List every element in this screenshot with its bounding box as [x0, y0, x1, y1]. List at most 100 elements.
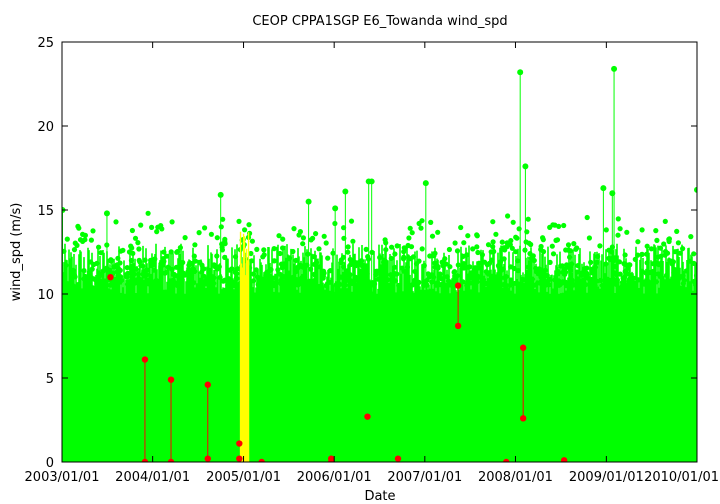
data-point	[644, 251, 650, 257]
data-point	[75, 223, 81, 229]
data-point	[330, 250, 336, 256]
data-point	[594, 278, 600, 284]
data-point	[86, 269, 92, 276]
data-point	[81, 276, 87, 282]
data-point	[540, 235, 546, 241]
data-point	[100, 268, 106, 274]
data-point	[547, 259, 553, 265]
data-point	[600, 282, 606, 288]
data-point	[326, 279, 332, 285]
data-point	[408, 244, 415, 250]
data-point	[168, 249, 174, 255]
data-point	[405, 275, 411, 281]
data-point	[200, 266, 206, 272]
data-point	[594, 259, 600, 265]
flag-point	[327, 458, 335, 462]
data-point	[313, 259, 320, 266]
data-point	[664, 250, 671, 256]
data-point	[454, 273, 460, 279]
data-point	[69, 273, 76, 279]
data-point	[313, 231, 319, 237]
data-point	[667, 278, 674, 284]
data-point	[597, 243, 603, 249]
data-point	[465, 264, 471, 270]
data-point	[676, 276, 682, 282]
data-point	[115, 270, 121, 276]
data-point	[508, 238, 514, 244]
data-point	[350, 238, 356, 244]
data-point	[549, 243, 555, 249]
data-point	[542, 267, 548, 273]
data-point	[261, 252, 267, 258]
data-point	[277, 271, 283, 277]
data-point	[358, 258, 365, 264]
data-point	[452, 240, 458, 246]
data-point	[465, 233, 471, 239]
plot-area	[62, 65, 697, 462]
data-point	[530, 253, 536, 259]
data-point	[588, 259, 594, 265]
data-point	[663, 272, 670, 278]
flag-point	[519, 344, 527, 351]
data-point	[639, 269, 646, 275]
data-point	[294, 264, 301, 271]
data-point	[128, 257, 134, 264]
data-point	[648, 246, 655, 252]
data-point	[271, 246, 277, 252]
data-point	[192, 242, 198, 248]
data-point	[429, 279, 435, 285]
data-point	[486, 260, 493, 266]
data-point	[136, 257, 142, 263]
data-point	[167, 280, 173, 286]
data-point	[182, 272, 188, 278]
data-point	[672, 249, 678, 255]
data-point	[388, 272, 394, 278]
data-point	[291, 282, 297, 288]
data-point	[235, 266, 241, 272]
data-point	[461, 265, 467, 271]
data-point	[208, 231, 214, 237]
flag-point	[204, 455, 211, 462]
y-tick-label: 5	[46, 372, 54, 387]
flag-point	[236, 440, 243, 447]
data-point	[498, 268, 504, 274]
data-point	[62, 248, 67, 254]
y-tick-label: 15	[37, 204, 54, 219]
data-point	[198, 278, 205, 284]
data-point	[212, 264, 218, 270]
flag-point	[204, 381, 211, 388]
data-point	[598, 277, 604, 283]
data-point	[81, 268, 87, 274]
data-point	[446, 246, 452, 253]
data-point	[635, 239, 641, 245]
data-point	[154, 229, 160, 235]
data-point	[191, 253, 197, 259]
data-point	[392, 264, 398, 270]
series-main-band	[62, 243, 697, 462]
data-point	[461, 240, 467, 246]
data-point	[621, 261, 627, 267]
data-point	[301, 275, 307, 281]
data-point	[574, 269, 580, 275]
data-point	[394, 271, 400, 277]
data-point	[428, 219, 434, 225]
data-point	[657, 245, 664, 251]
data-point	[357, 277, 363, 283]
data-point	[412, 268, 418, 275]
data-point	[515, 258, 521, 264]
data-point	[115, 255, 121, 261]
data-point	[499, 239, 505, 245]
data-point	[490, 244, 496, 250]
data-point	[639, 251, 645, 257]
data-point	[475, 249, 481, 256]
peak-point	[517, 69, 524, 76]
data-point	[531, 282, 537, 288]
data-point	[507, 282, 513, 288]
data-point	[490, 239, 496, 245]
data-point	[615, 216, 621, 222]
data-point	[311, 254, 317, 260]
data-point	[185, 269, 191, 275]
data-point	[131, 271, 137, 277]
x-tick-label: 2003/01/01	[25, 470, 100, 485]
data-point	[661, 241, 667, 247]
